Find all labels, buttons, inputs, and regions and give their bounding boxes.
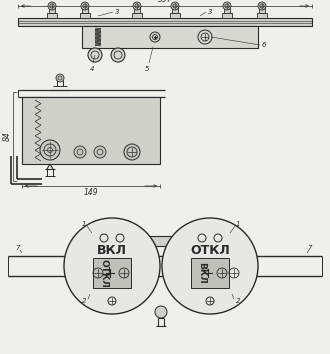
Circle shape xyxy=(198,234,206,242)
Circle shape xyxy=(214,234,222,242)
Bar xyxy=(49,7,55,13)
Circle shape xyxy=(223,2,231,10)
Bar xyxy=(82,7,88,13)
Bar xyxy=(132,13,142,18)
Circle shape xyxy=(74,146,86,158)
Bar xyxy=(224,7,230,13)
Bar xyxy=(257,13,267,18)
Text: 7: 7 xyxy=(16,245,20,251)
Text: 1: 1 xyxy=(82,221,86,227)
Circle shape xyxy=(48,2,56,10)
Circle shape xyxy=(56,74,64,82)
Bar xyxy=(222,13,232,18)
Circle shape xyxy=(40,140,60,160)
Circle shape xyxy=(162,218,258,314)
Text: 2: 2 xyxy=(236,298,240,304)
Bar xyxy=(93,258,131,288)
Circle shape xyxy=(133,2,141,10)
Circle shape xyxy=(171,2,179,10)
Circle shape xyxy=(94,146,106,158)
Circle shape xyxy=(116,234,124,242)
Text: 397: 397 xyxy=(158,0,172,4)
Text: ВКЛ: ВКЛ xyxy=(97,245,127,257)
Bar xyxy=(47,13,57,18)
Bar xyxy=(191,258,229,288)
Text: ОТКЛ: ОТКЛ xyxy=(100,258,109,287)
Text: 5: 5 xyxy=(145,66,149,72)
Text: 2: 2 xyxy=(82,298,86,304)
Bar xyxy=(107,236,215,246)
Text: 6: 6 xyxy=(262,42,267,48)
Text: 3: 3 xyxy=(115,9,119,15)
Bar xyxy=(134,7,140,13)
Text: 149: 149 xyxy=(84,188,98,197)
Circle shape xyxy=(150,32,160,42)
Bar xyxy=(18,18,312,26)
Bar xyxy=(170,13,180,18)
Circle shape xyxy=(124,144,140,160)
Circle shape xyxy=(111,48,125,62)
Circle shape xyxy=(100,234,108,242)
Text: ОТКЛ: ОТКЛ xyxy=(190,245,230,257)
Bar xyxy=(259,7,265,13)
Bar xyxy=(82,26,258,48)
Circle shape xyxy=(64,218,160,314)
Text: 1: 1 xyxy=(236,221,240,227)
Circle shape xyxy=(88,48,102,62)
Text: 84: 84 xyxy=(3,132,12,141)
Text: 3: 3 xyxy=(208,9,213,15)
Text: 4: 4 xyxy=(90,66,94,72)
Text: ВКЛ: ВКЛ xyxy=(197,262,207,284)
Bar xyxy=(80,13,90,18)
Bar xyxy=(22,97,160,164)
Circle shape xyxy=(258,2,266,10)
Circle shape xyxy=(48,148,52,153)
Circle shape xyxy=(198,30,212,44)
Circle shape xyxy=(155,306,167,318)
Text: 7: 7 xyxy=(308,245,312,251)
Circle shape xyxy=(81,2,89,10)
Bar xyxy=(172,7,178,13)
